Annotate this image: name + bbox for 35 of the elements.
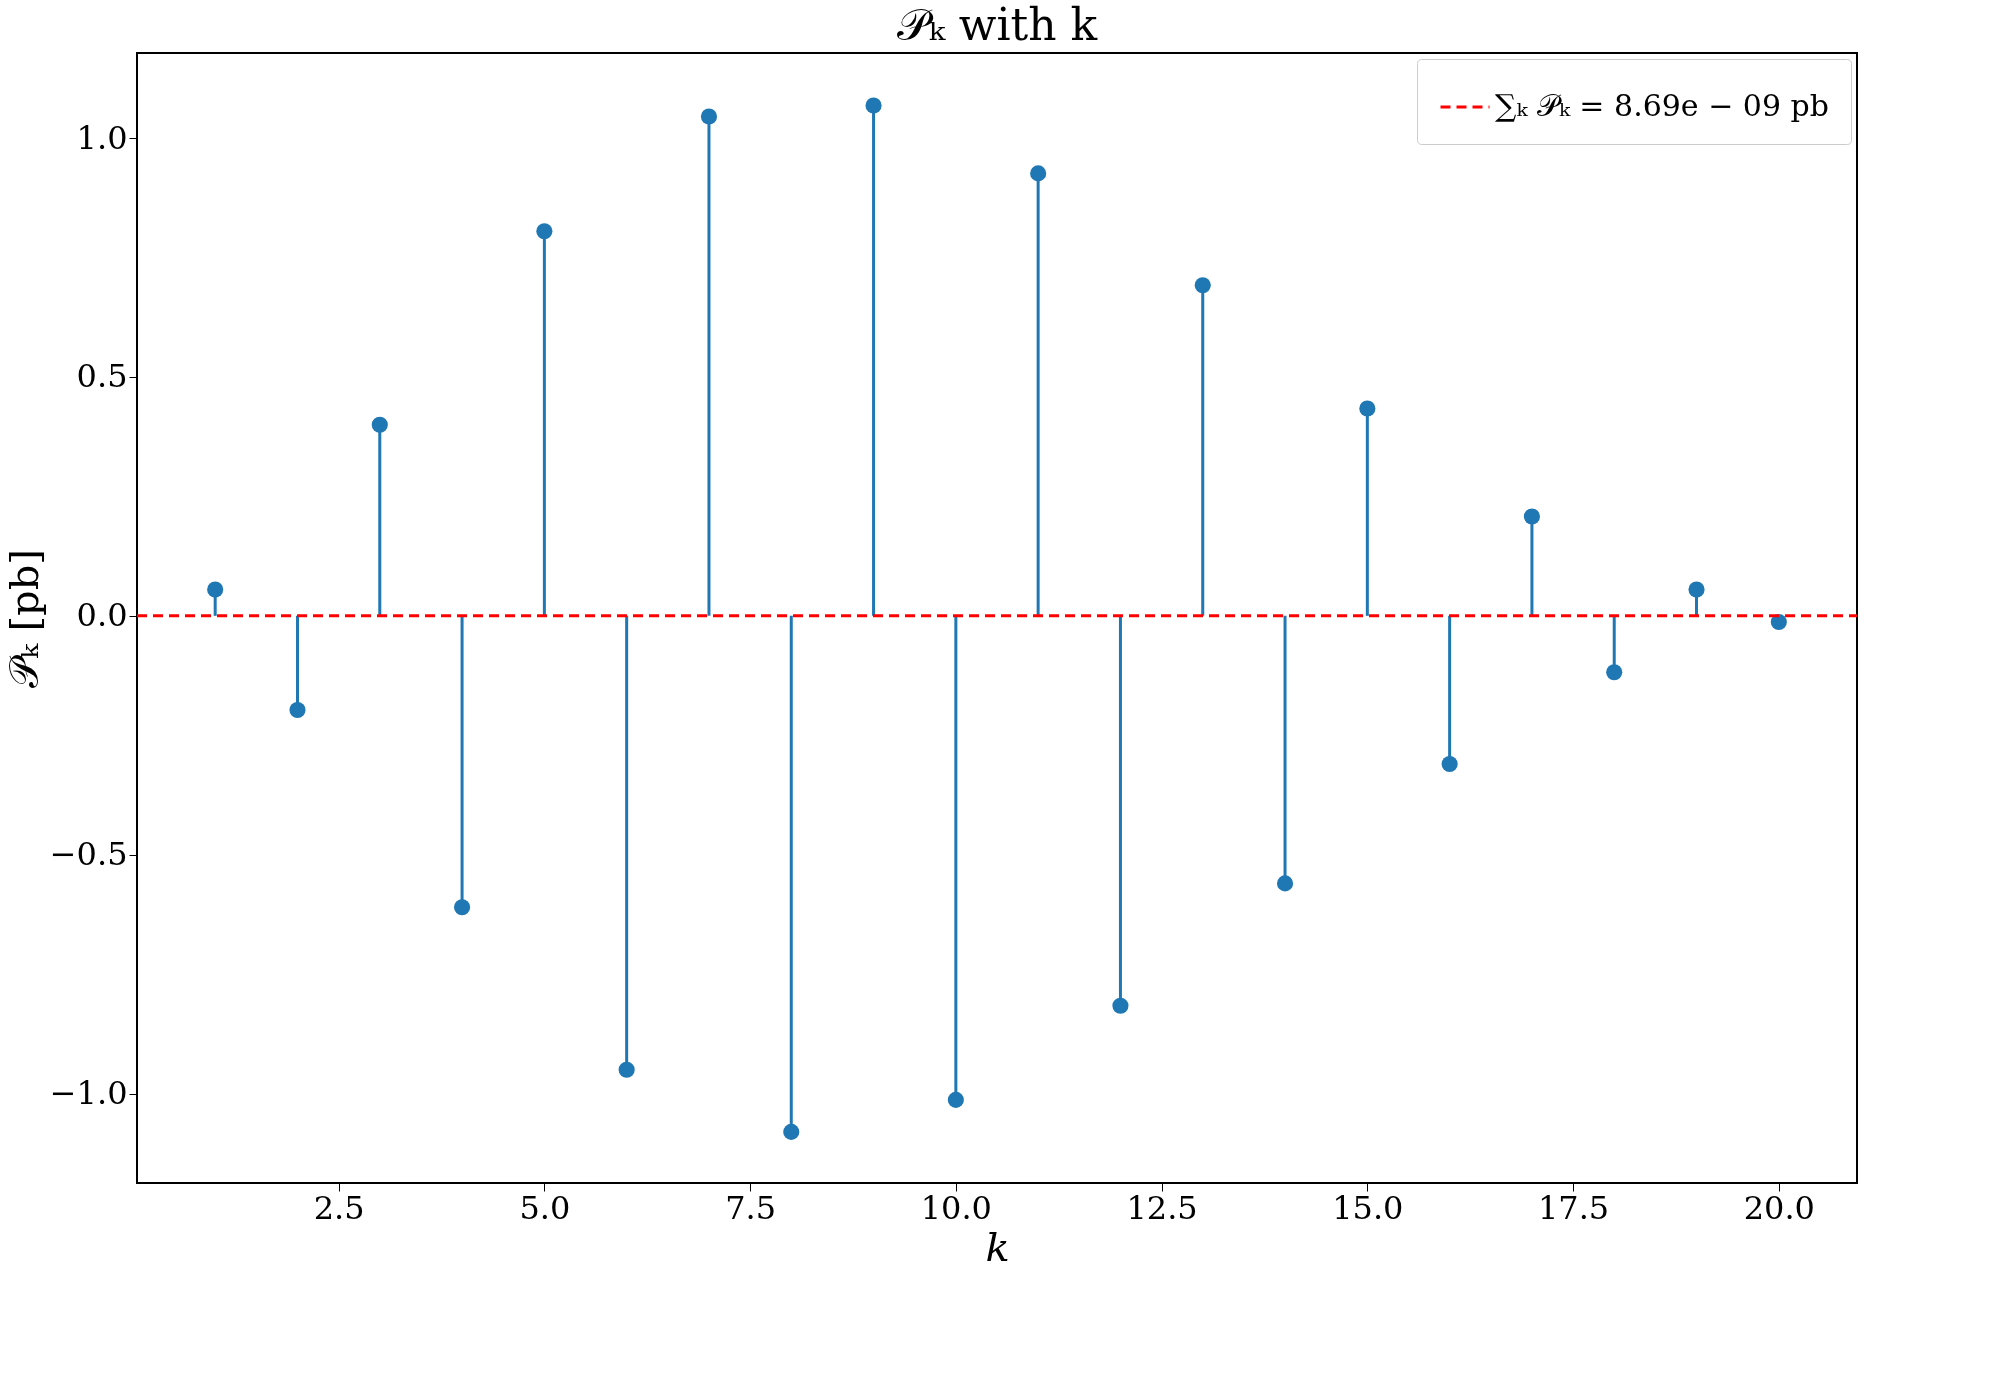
point (207, 581, 224, 598)
point (536, 223, 553, 240)
point (783, 1123, 800, 1140)
point (1770, 614, 1787, 631)
x-tick-label: 12.5 (1126, 1188, 1198, 1227)
point (947, 1091, 964, 1108)
point (1194, 277, 1211, 294)
x-tick-label: 20.0 (1743, 1188, 1815, 1227)
point (289, 701, 306, 719)
point (1359, 400, 1376, 417)
y-tick-label: 0.5 (76, 357, 128, 396)
point (454, 899, 471, 916)
point (1030, 165, 1047, 182)
y-tick-label: −1.0 (49, 1074, 128, 1113)
point (1606, 664, 1623, 681)
point (1523, 508, 1540, 525)
y-axis-title: 𝒫ₖ [pb] (0, 549, 47, 688)
legend-label: ∑ₖ 𝒫ₖ = 8.69e − 09 pb (1495, 88, 1829, 123)
x-tick-label: 7.5 (725, 1188, 777, 1227)
point (700, 108, 718, 125)
chart-title: 𝒫ₖ with k (896, 0, 1098, 50)
point (1276, 875, 1294, 892)
point (1441, 755, 1458, 773)
x-tick-label: 15.0 (1332, 1188, 1404, 1227)
y-tick-label: 0.0 (76, 596, 128, 635)
y-tick-label: 1.0 (76, 118, 128, 157)
x-tick-label: 5.0 (519, 1188, 571, 1227)
point (865, 97, 882, 114)
point (1688, 581, 1705, 598)
point (371, 416, 388, 433)
point (1112, 997, 1129, 1014)
x-tick-label: 2.5 (313, 1188, 365, 1227)
x-tick-label: 17.5 (1537, 1188, 1610, 1227)
point (618, 1061, 635, 1078)
y-tick-label: −0.5 (49, 835, 128, 874)
